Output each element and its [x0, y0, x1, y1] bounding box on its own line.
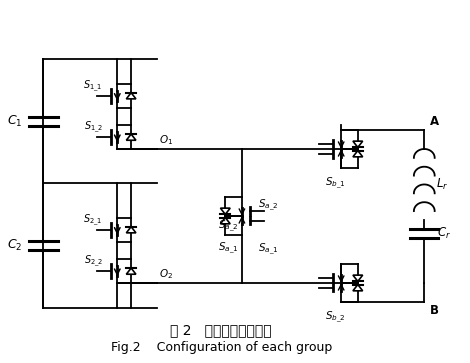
Text: $S_{a\_1}$: $S_{a\_1}$	[258, 241, 279, 257]
Polygon shape	[353, 151, 363, 157]
Text: 图 2   每一组的拓扑结构: 图 2 每一组的拓扑结构	[170, 323, 272, 338]
Text: $S_{b\_1}$: $S_{b\_1}$	[325, 175, 346, 191]
Text: $C_2$: $C_2$	[7, 238, 23, 253]
Text: $S_{1\_1}$: $S_{1\_1}$	[84, 78, 103, 94]
Text: $O_1$: $O_1$	[159, 133, 173, 147]
Polygon shape	[353, 285, 363, 291]
Polygon shape	[126, 93, 136, 99]
Polygon shape	[353, 141, 363, 147]
Text: $C_1$: $C_1$	[7, 114, 23, 129]
Text: $L_r$: $L_r$	[436, 177, 448, 192]
Text: $S_{a\_1}$: $S_{a\_1}$	[218, 241, 239, 256]
Polygon shape	[220, 217, 230, 224]
Text: $S_{a\_2}$: $S_{a\_2}$	[258, 198, 279, 213]
Polygon shape	[126, 134, 136, 140]
Text: $S_{a\_2}$: $S_{a\_2}$	[219, 219, 239, 234]
Text: $S_{2\_2}$: $S_{2\_2}$	[84, 254, 103, 269]
Polygon shape	[353, 275, 363, 281]
Text: $S_{2\_1}$: $S_{2\_1}$	[84, 212, 103, 228]
Text: B: B	[430, 304, 439, 317]
Text: $C_r$: $C_r$	[437, 226, 451, 241]
Text: $S_{1\_2}$: $S_{1\_2}$	[84, 120, 103, 135]
Text: A: A	[430, 115, 439, 128]
Polygon shape	[126, 227, 136, 233]
Polygon shape	[126, 268, 136, 274]
Text: Fig.2    Configuration of each group: Fig.2 Configuration of each group	[110, 341, 332, 354]
Polygon shape	[220, 208, 230, 215]
Text: $O_2$: $O_2$	[159, 267, 173, 281]
Text: $S_{b\_2}$: $S_{b\_2}$	[325, 309, 346, 325]
